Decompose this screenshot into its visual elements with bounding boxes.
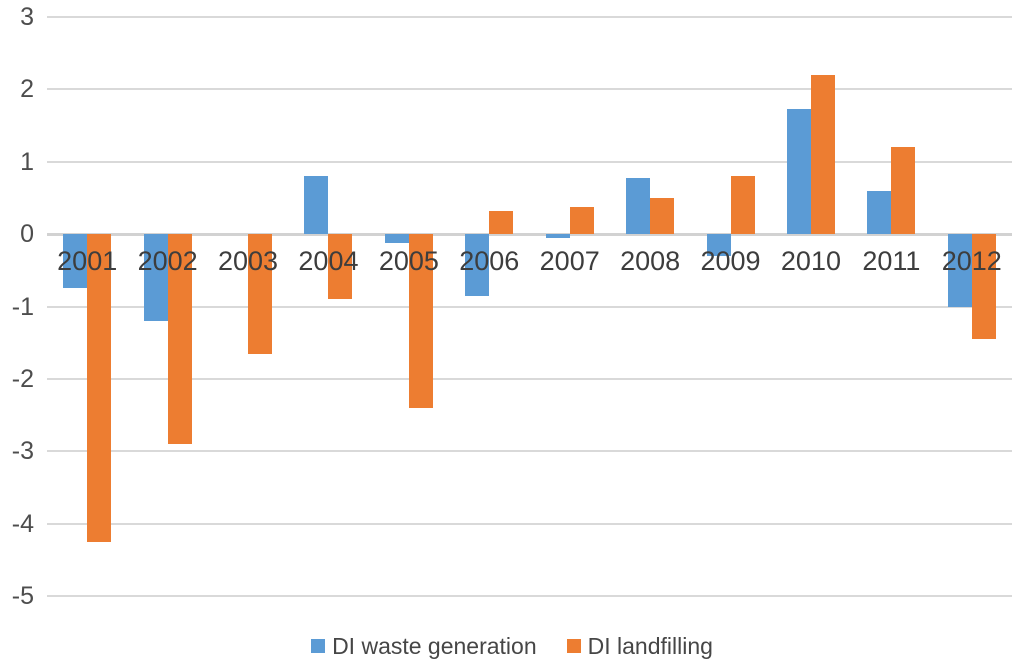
- bar-2001-di-waste-generation: [63, 234, 88, 289]
- x-category-label-2002: 2002: [137, 246, 198, 277]
- bar-2007-di-waste-generation: [545, 234, 570, 238]
- legend-label-di-landfilling: DI landfilling: [587, 633, 713, 659]
- x-category-label-2011: 2011: [862, 246, 921, 277]
- zero-axis-line: [47, 233, 1012, 237]
- x-category-label-2001: 2001: [57, 246, 118, 277]
- legend-swatch-di-waste-generation: [311, 639, 326, 653]
- plot-area: 2001 2002 2003 2004 2005 2006 2007 2008 2009 2010…: [47, 16, 1012, 597]
- legend-item-di-waste-generation: DI waste generation: [311, 632, 537, 660]
- gridline-y--2: [47, 377, 1012, 380]
- bar-2002-di-landfilling: [167, 234, 192, 444]
- bar-2009-di-waste-generation: [706, 234, 731, 256]
- bar-2002-di-waste-generation: [143, 234, 168, 321]
- bar-2003-di-landfilling: [248, 234, 273, 354]
- bar-2006-di-landfilling: [489, 210, 514, 235]
- x-category-label-2004: 2004: [298, 246, 359, 277]
- y-tick-label--5: -5: [11, 582, 34, 610]
- legend-swatch-di-landfilling: [566, 639, 581, 653]
- bar-2007-di-landfilling: [569, 207, 594, 235]
- y-tick-label--4: -4: [11, 509, 34, 538]
- y-tick-label-1: 1: [20, 147, 34, 176]
- legend-label-di-waste-generation: DI waste generation: [332, 633, 537, 659]
- bar-2008-di-landfilling: [650, 197, 675, 235]
- x-category-label-2005: 2005: [378, 246, 439, 277]
- bar-2004-di-waste-generation: [304, 176, 329, 235]
- x-category-label-2003: 2003: [217, 246, 279, 277]
- bar-2006-di-waste-generation: [465, 234, 490, 296]
- bar-2004-di-landfilling: [328, 234, 353, 300]
- x-category-label-2006: 2006: [459, 246, 520, 277]
- bar-2010-di-landfilling: [810, 74, 835, 235]
- bar-2011-di-landfilling: [891, 147, 916, 235]
- y-tick-label--1: -1: [11, 292, 34, 321]
- x-category-label-2009: 2009: [700, 246, 761, 277]
- legend: DI waste generation DI landfilling: [0, 631, 1024, 661]
- bar-2005-di-waste-generation: [384, 234, 409, 243]
- bar-2009-di-landfilling: [730, 176, 755, 235]
- y-tick-label-3: 3: [20, 3, 34, 31]
- x-category-label-2012: 2012: [941, 246, 1002, 277]
- gridline-y--5: [47, 595, 1012, 597]
- bar-2012-di-landfilling: [971, 234, 996, 340]
- x-category-label-2008: 2008: [620, 246, 681, 277]
- x-category-label-2010: 2010: [780, 246, 841, 277]
- gridline-y--3: [47, 450, 1012, 453]
- gridline-y-2: [47, 88, 1012, 91]
- bar-2001-di-landfilling: [87, 234, 112, 542]
- bar-2005-di-landfilling: [408, 234, 433, 408]
- legend-item-di-landfilling: DI landfilling: [566, 632, 713, 660]
- y-tick-label-0: 0: [20, 220, 34, 249]
- gridline-y-1: [47, 160, 1012, 163]
- bar-2012-di-waste-generation: [947, 234, 972, 307]
- bar-2011-di-waste-generation: [867, 190, 892, 235]
- gridline-y--1: [47, 305, 1012, 308]
- x-category-label-2007: 2007: [539, 246, 600, 277]
- bar-2008-di-waste-generation: [626, 177, 651, 235]
- y-tick-label--3: -3: [11, 437, 34, 466]
- gridline-y-3: [47, 16, 1012, 18]
- y-tick-label-2: 2: [20, 75, 34, 104]
- bar-2010-di-waste-generation: [786, 108, 811, 235]
- y-tick-label--2: -2: [11, 364, 34, 393]
- gridline-y--4: [47, 522, 1012, 525]
